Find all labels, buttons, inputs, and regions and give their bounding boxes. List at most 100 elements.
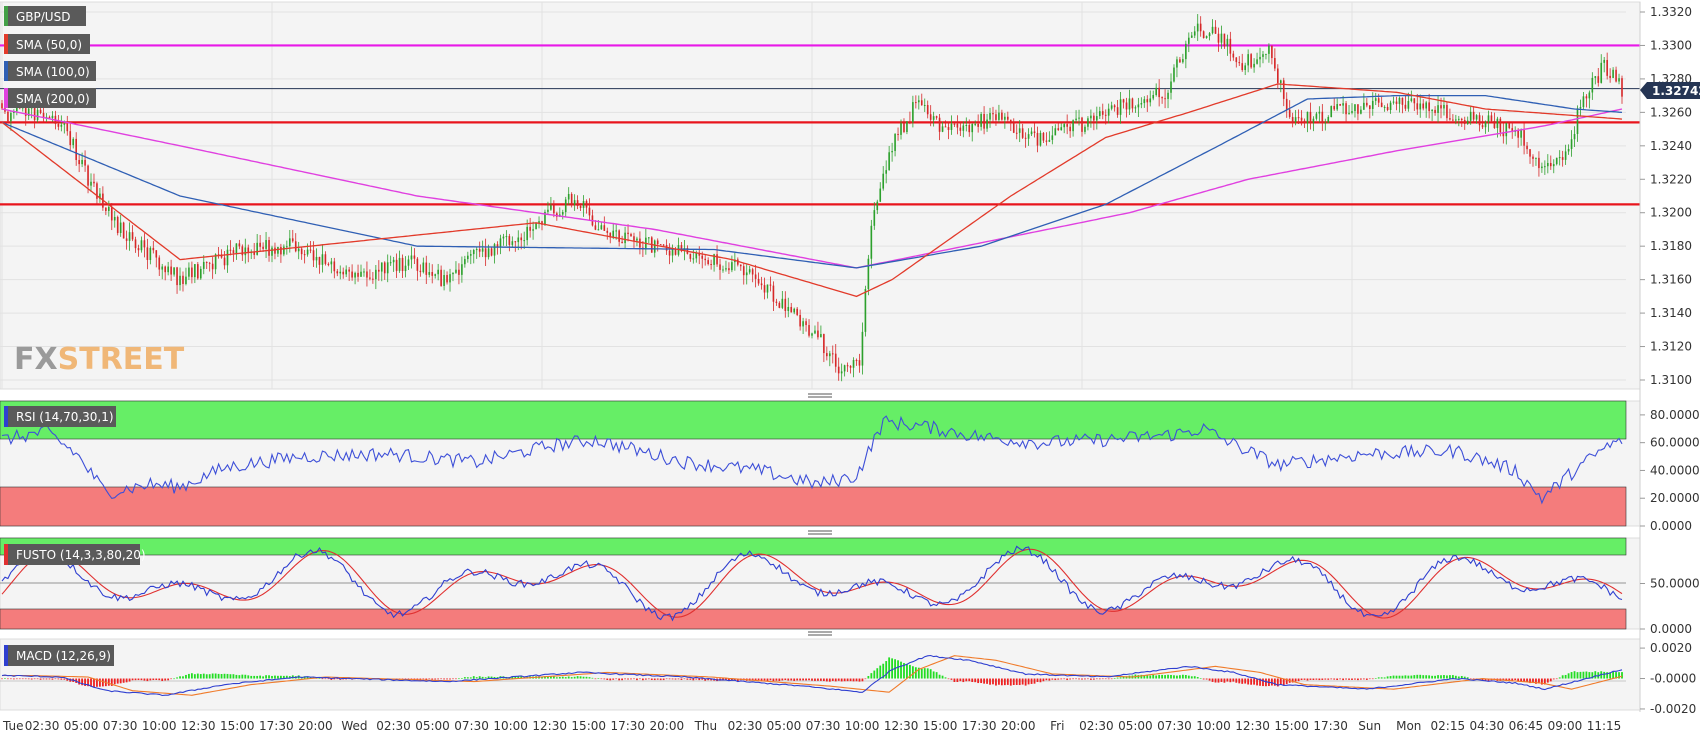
candle-body (1185, 43, 1187, 60)
macd-histogram-bar (600, 678, 603, 680)
candle-up (1618, 73, 1620, 85)
candle-down (1161, 96, 1163, 104)
candle-down (1001, 109, 1003, 121)
candle-up (1324, 118, 1327, 131)
macd-histogram-bar (1529, 678, 1531, 684)
macd-histogram-bar (199, 674, 202, 679)
macd-histogram-bar (1339, 678, 1342, 680)
candle-up (876, 199, 879, 215)
candle-up (1075, 110, 1077, 124)
legend-instrument[interactable]: GBP/USD (4, 6, 86, 26)
candle-body (1179, 59, 1181, 63)
candle-body (464, 259, 466, 265)
candle-body (33, 103, 36, 121)
candle-up (404, 256, 407, 278)
candle-body (1, 103, 3, 109)
candle-down (268, 236, 270, 262)
macd-histogram-bar (496, 677, 499, 679)
macd-histogram-bar (906, 664, 908, 679)
candle-up (1205, 35, 1208, 39)
candle-down (1146, 95, 1149, 112)
rsi-label-badge[interactable]: RSI (14,70,30,1) (4, 406, 116, 427)
candle-up (906, 121, 908, 135)
candle-body (1368, 105, 1371, 109)
candle-body (1282, 80, 1285, 99)
macd-histogram-bar (158, 678, 161, 681)
candle-down (220, 249, 223, 259)
candle-down (1526, 142, 1528, 155)
candle-body (1265, 53, 1267, 55)
candle-down (760, 276, 763, 290)
candle-up (1552, 159, 1555, 174)
candle-body (1277, 68, 1279, 83)
candle-body (1538, 157, 1540, 169)
panel-resize-handle[interactable] (808, 631, 832, 636)
candle-body (876, 201, 879, 211)
candle-body (1336, 104, 1338, 110)
candle-down (122, 221, 125, 239)
candle-body (1570, 139, 1573, 149)
candle-body (256, 242, 258, 255)
candle-body (941, 126, 944, 132)
candle-down (342, 267, 345, 279)
candle-down (1081, 116, 1083, 137)
candle-body (241, 246, 244, 256)
macd-histogram-bar (220, 674, 223, 679)
legend-sma200[interactable]: SMA (200,0) (4, 88, 96, 108)
macd-histogram-bar (644, 678, 647, 680)
candle-body (1348, 112, 1350, 115)
candle-body (1187, 37, 1190, 44)
macd-histogram-bar (1143, 675, 1146, 679)
macd-histogram-bar (1024, 678, 1027, 686)
panel-resize-handle[interactable] (808, 530, 832, 535)
macd-histogram-bar (188, 673, 190, 679)
candle-down (858, 353, 861, 373)
candle-up (1176, 56, 1178, 78)
rsi-layer (1, 415, 1623, 505)
candle-down (710, 259, 712, 270)
candle-body (544, 211, 546, 225)
macd-histogram-bar (1606, 672, 1609, 679)
candle-body (484, 248, 487, 258)
macd-histogram-bar (1179, 675, 1181, 679)
candle-body (1594, 76, 1597, 78)
candle-up (1410, 90, 1413, 103)
candle-body (1469, 111, 1472, 121)
macd-histogram-bar (238, 675, 241, 679)
candle-body (286, 246, 288, 248)
candle-down (1131, 97, 1134, 113)
candle-up (1268, 43, 1270, 63)
candle-down (333, 257, 336, 279)
candle-body (538, 221, 540, 224)
macd-histogram-bar (1253, 678, 1255, 685)
macd-histogram-bar (15, 678, 18, 680)
candle-down (197, 262, 199, 280)
macd-histogram-bar (805, 678, 807, 681)
legend-sma50[interactable]: SMA (50,0) (4, 34, 90, 54)
candle-down (1202, 30, 1205, 39)
candle-body (573, 200, 576, 205)
candle-body (532, 229, 534, 231)
candle-body (413, 255, 416, 259)
candle-up (1594, 75, 1597, 85)
macd-histogram-bar (876, 668, 879, 679)
candle-body (1128, 98, 1131, 110)
candle-up (1573, 126, 1576, 147)
macd-histogram-bar (481, 676, 484, 679)
stoch-label-badge[interactable]: FUSTO (14,3,3,80,20) (4, 544, 146, 565)
candle-body (377, 269, 380, 272)
candle-body (303, 254, 306, 256)
candle-body (1208, 33, 1211, 37)
legend-sma100[interactable]: SMA (100,0) (4, 61, 96, 81)
candle-up (1187, 32, 1190, 53)
candle-down (846, 362, 849, 373)
candle-up (1256, 52, 1258, 65)
candle-up (923, 98, 926, 112)
macd-label-badge[interactable]: MACD (12,26,9) (4, 645, 114, 666)
last-price-marker: 1.32742 (1640, 82, 1707, 99)
candle-up (321, 244, 324, 273)
stoch-layer (1, 545, 1623, 622)
candle-body (481, 248, 484, 252)
panel-resize-handle[interactable] (808, 393, 832, 398)
